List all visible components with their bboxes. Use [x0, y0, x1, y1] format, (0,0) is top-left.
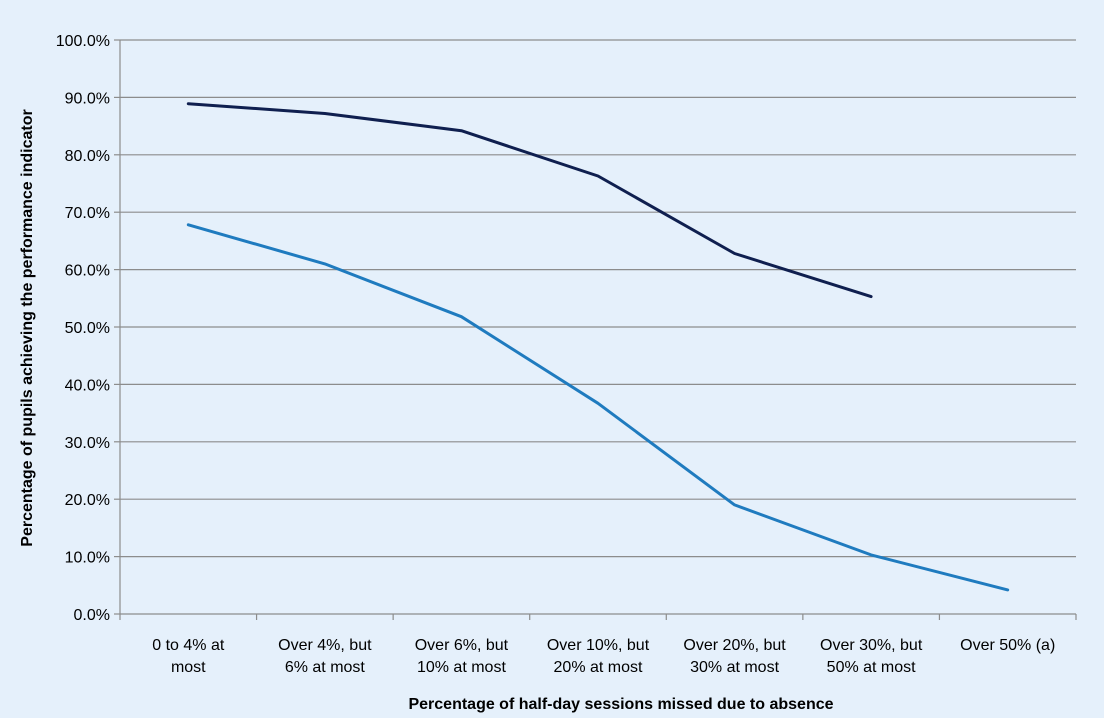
y-tick-label: 90.0% — [65, 90, 110, 107]
x-tick-label-line: 50% at most — [827, 659, 916, 676]
y-tick-label: 100.0% — [56, 33, 110, 50]
x-tick-label: Over 20%, but 30% at most — [683, 637, 786, 676]
x-tick-label-line: 10% at most — [417, 659, 506, 676]
x-tick-label-line: most — [171, 659, 206, 676]
x-tick-label-line: Over 50% (a) — [960, 637, 1055, 654]
y-axis-title: Percentage of pupils achieving the perfo… — [19, 109, 36, 546]
x-axis-title: Percentage of half-day sessions missed d… — [408, 696, 833, 713]
y-tick-label: 70.0% — [65, 205, 110, 222]
y-tick-labels: 0.0% 10.0% 20.0% 30.0% 40.0% 50.0% 60.0% 70.0% 8… — [56, 33, 110, 624]
x-tick-label-line: Over 20%, but — [683, 637, 786, 654]
y-tick-label: 0.0% — [74, 607, 110, 624]
series-line-1 — [186, 102, 873, 299]
x-tick-label-line: Over 4%, but — [278, 637, 372, 654]
axes — [114, 39, 1077, 620]
x-tick-label: Over 6%, but 10% at most — [415, 637, 509, 676]
x-tick-label-line: Over 6%, but — [415, 637, 509, 654]
y-tick-label: 60.0% — [65, 263, 110, 280]
series-line-2 — [186, 223, 1010, 592]
y-tick-label: 10.0% — [65, 550, 110, 567]
series-lines — [186, 102, 1010, 592]
x-tick-label-line: 20% at most — [554, 659, 643, 676]
x-tick-label-line: Over 10%, but — [547, 637, 650, 654]
y-tick-label: 80.0% — [65, 148, 110, 165]
x-tick-label: Over 30%, but 50% at most — [820, 637, 923, 676]
x-tick-label-line: 0 to 4% at — [152, 637, 225, 654]
x-tick-label: Over 10%, but 20% at most — [547, 637, 650, 676]
x-tick-label-line: 6% at most — [285, 659, 366, 676]
y-tick-label: 20.0% — [65, 492, 110, 509]
y-tick-label: 40.0% — [65, 377, 110, 394]
x-tick-label-line: 30% at most — [690, 659, 779, 676]
x-tick-label: Over 50% (a) — [960, 637, 1055, 654]
y-tick-label: 50.0% — [65, 320, 110, 337]
x-tick-label: 0 to 4% at most — [152, 637, 225, 676]
x-tick-label-line: Over 30%, but — [820, 637, 923, 654]
gridlines — [120, 39, 1076, 558]
y-tick-label: 30.0% — [65, 435, 110, 452]
x-tick-label: Over 4%, but 6% at most — [278, 637, 372, 676]
